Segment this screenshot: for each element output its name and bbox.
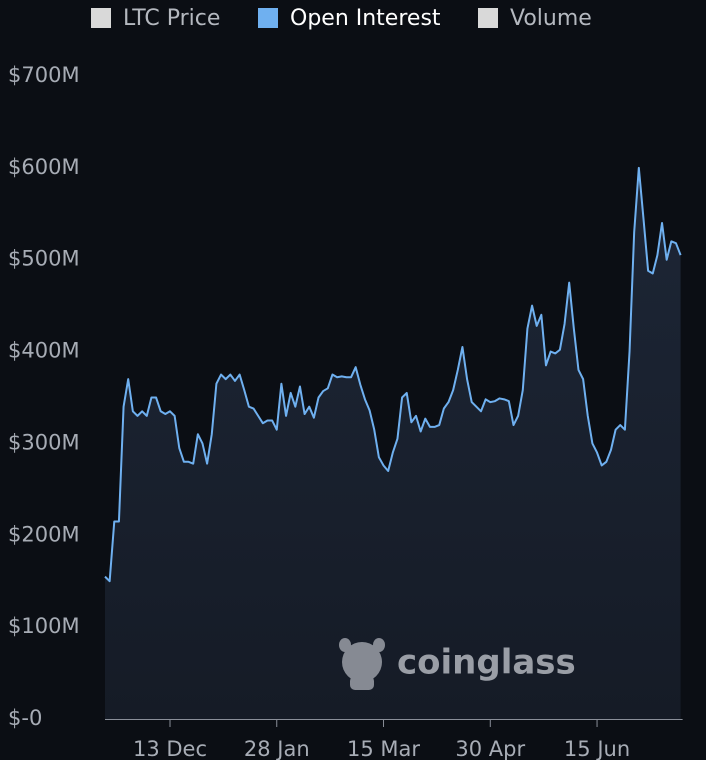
logo-ear <box>339 638 351 652</box>
y-tick-label: $600M <box>8 155 80 179</box>
logo-ear <box>373 638 385 652</box>
x-tick-label: 13 Dec <box>133 737 207 760</box>
y-tick-label: $400M <box>8 339 80 363</box>
y-tick-label: $-0 <box>8 706 42 730</box>
legend-label[interactable]: Open Interest <box>290 6 441 31</box>
y-tick-label: $200M <box>8 522 80 546</box>
watermark-logo <box>339 638 385 690</box>
x-tick-label: 15 Jun <box>564 737 630 760</box>
legend-swatch <box>91 8 111 28</box>
x-tick-label: 28 Jan <box>244 737 310 760</box>
watermark-text: coinglass <box>397 643 576 683</box>
y-tick-label: $300M <box>8 430 80 454</box>
logo-head <box>342 642 382 682</box>
y-tick-label: $700M <box>8 63 80 87</box>
logo-body <box>350 676 374 690</box>
legend-label[interactable]: LTC Price <box>123 6 220 31</box>
x-tick-label: 30 Apr <box>455 737 525 760</box>
legend-label[interactable]: Volume <box>510 6 592 31</box>
legend-swatch <box>258 8 278 28</box>
y-tick-label: $100M <box>8 614 80 638</box>
y-tick-label: $500M <box>8 247 80 271</box>
legend-swatch <box>478 8 498 28</box>
area <box>105 167 681 720</box>
line <box>104 166 682 583</box>
x-tick-label: 15 Mar <box>347 737 420 760</box>
